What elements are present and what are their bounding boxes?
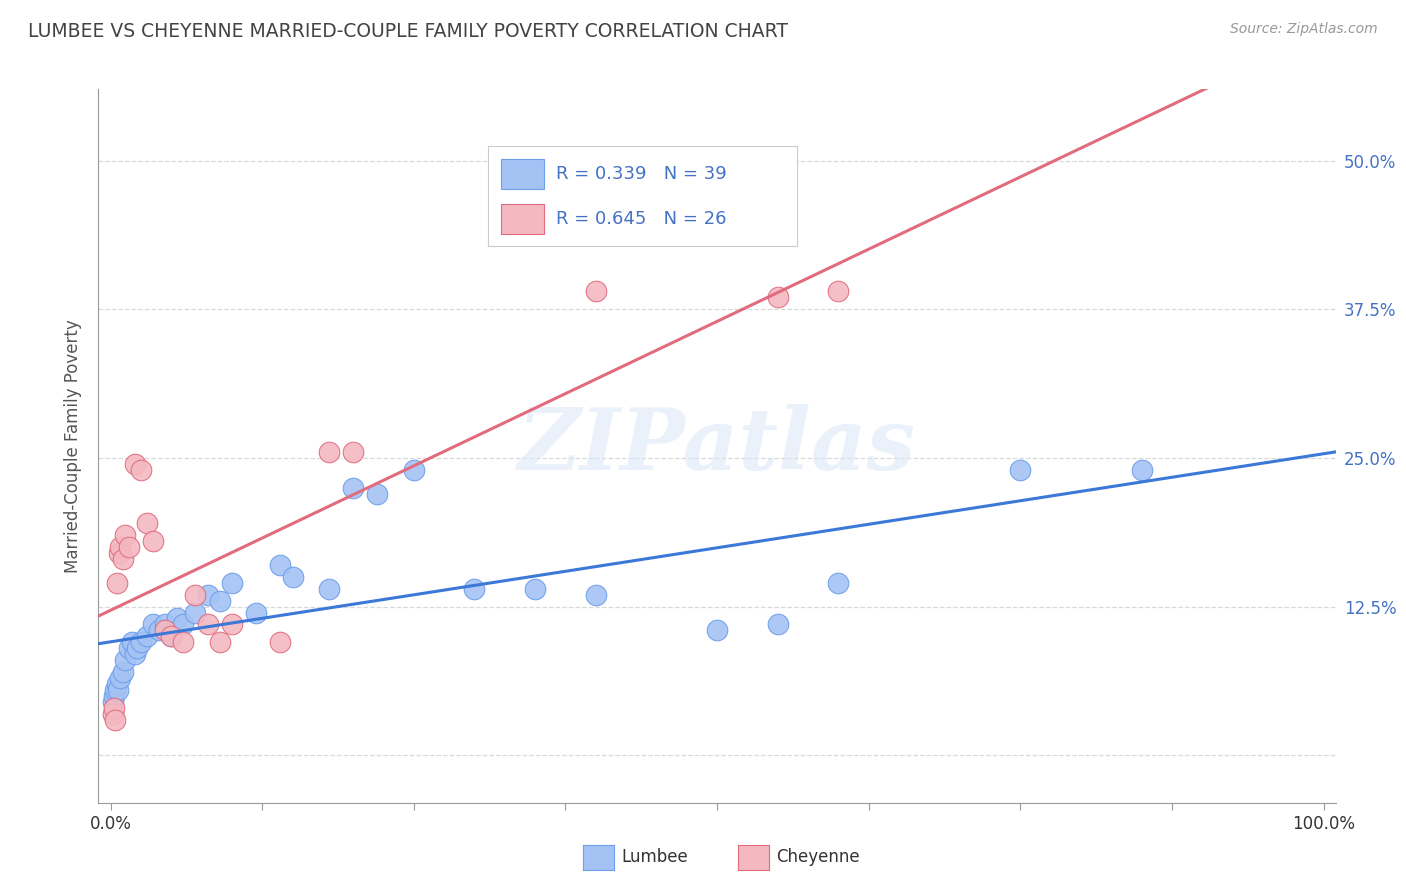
Point — [111, 665, 134, 679]
Point — [129, 463, 152, 477]
Point — [160, 629, 183, 643]
Point — [107, 682, 129, 697]
Point — [208, 635, 231, 649]
Point — [160, 629, 183, 643]
Point — [153, 624, 176, 638]
Point — [121, 635, 143, 649]
Point — [101, 706, 124, 721]
Point — [142, 617, 165, 632]
Point — [318, 582, 340, 596]
Point — [129, 635, 152, 649]
Point — [136, 516, 159, 531]
Point — [197, 588, 219, 602]
Point — [463, 582, 485, 596]
Point — [127, 641, 149, 656]
Point — [585, 588, 607, 602]
Point — [269, 635, 291, 649]
Point — [114, 528, 136, 542]
Point — [105, 677, 128, 691]
Point — [1010, 463, 1032, 477]
Point — [166, 611, 188, 625]
Point — [281, 570, 304, 584]
Point — [103, 700, 125, 714]
Text: ZIPatlas: ZIPatlas — [517, 404, 917, 488]
Point — [827, 285, 849, 299]
Point — [104, 713, 127, 727]
Point — [124, 457, 146, 471]
Point — [142, 534, 165, 549]
Point — [208, 593, 231, 607]
Point — [827, 575, 849, 590]
Point — [101, 695, 124, 709]
Point — [221, 575, 243, 590]
Point — [342, 445, 364, 459]
Point — [245, 606, 267, 620]
Point — [342, 481, 364, 495]
Point — [108, 546, 131, 560]
Point — [153, 617, 176, 632]
Point — [197, 617, 219, 632]
Point — [111, 552, 134, 566]
Point — [1130, 463, 1153, 477]
Point — [366, 486, 388, 500]
Point — [766, 617, 789, 632]
Point — [172, 635, 194, 649]
Point — [114, 653, 136, 667]
Point — [110, 540, 132, 554]
Text: R = 0.645   N = 26: R = 0.645 N = 26 — [557, 211, 727, 228]
Text: Cheyenne: Cheyenne — [776, 848, 859, 866]
Point — [402, 463, 425, 477]
Point — [766, 290, 789, 304]
Point — [105, 575, 128, 590]
Point — [184, 606, 207, 620]
Point — [172, 617, 194, 632]
Point — [118, 641, 141, 656]
Text: Lumbee: Lumbee — [621, 848, 688, 866]
Point — [706, 624, 728, 638]
Point — [318, 445, 340, 459]
FancyBboxPatch shape — [501, 204, 544, 235]
Point — [136, 629, 159, 643]
Point — [124, 647, 146, 661]
Point — [184, 588, 207, 602]
Point — [269, 558, 291, 572]
Point — [585, 285, 607, 299]
Point — [221, 617, 243, 632]
Point — [104, 682, 127, 697]
FancyBboxPatch shape — [501, 160, 544, 189]
Point — [148, 624, 170, 638]
Point — [103, 689, 125, 703]
Point — [110, 671, 132, 685]
Point — [524, 582, 547, 596]
Point — [118, 540, 141, 554]
Text: R = 0.339   N = 39: R = 0.339 N = 39 — [557, 165, 727, 183]
Y-axis label: Married-Couple Family Poverty: Married-Couple Family Poverty — [65, 319, 83, 573]
Text: Source: ZipAtlas.com: Source: ZipAtlas.com — [1230, 22, 1378, 37]
Text: LUMBEE VS CHEYENNE MARRIED-COUPLE FAMILY POVERTY CORRELATION CHART: LUMBEE VS CHEYENNE MARRIED-COUPLE FAMILY… — [28, 22, 789, 41]
